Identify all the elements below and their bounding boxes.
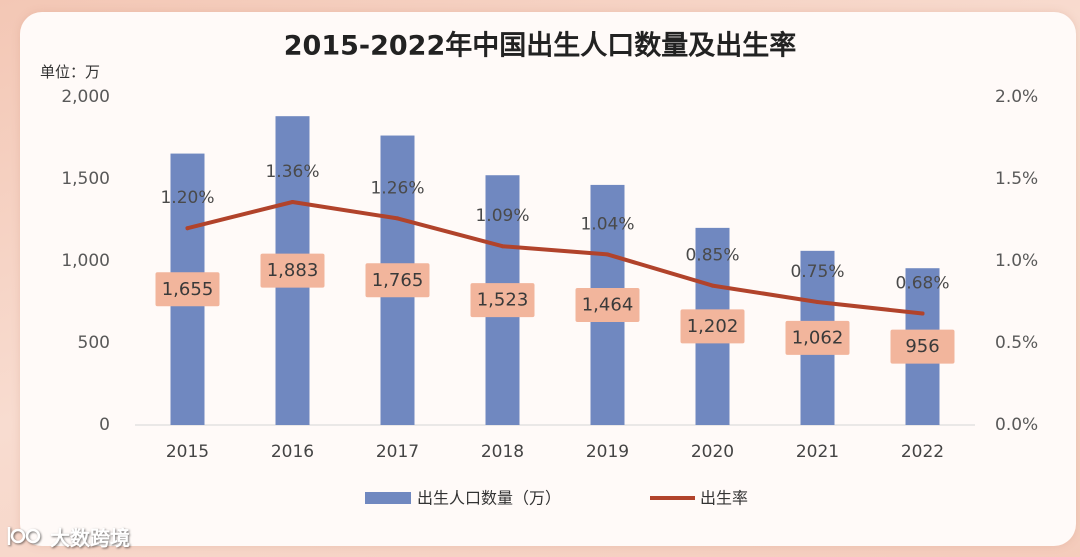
legend-item-births: 出生人口数量（万） — [365, 489, 561, 508]
right-axis-ticks: 0.0% 0.5% 1.0% 1.5% 2.0% — [995, 87, 1038, 435]
bar-label-box — [575, 287, 640, 322]
birth-rate-points — [185, 199, 925, 316]
x-label-2022: 2022 — [901, 442, 944, 462]
rate-point-2019 — [605, 252, 610, 257]
left-tick-label: 1,000 — [61, 251, 110, 271]
legend-bar-swatch — [365, 492, 411, 504]
legend-label-births: 出生人口数量（万） — [417, 489, 561, 508]
bar-label-box — [680, 309, 745, 344]
bar-label-2022: 956 — [890, 329, 955, 364]
right-tick-label: 1.5% — [995, 169, 1038, 189]
rate-label-2019: 1.04% — [580, 214, 634, 234]
watermark-text: 大数跨境 — [50, 526, 130, 550]
bar-label-2018: 1,523 — [470, 283, 535, 318]
bar-label-2016: 1,883 — [260, 253, 325, 288]
rate-point-2015 — [185, 226, 190, 231]
left-tick-label: 2,000 — [61, 87, 110, 107]
rate-point-2018 — [500, 244, 505, 249]
bar-label-box — [260, 253, 325, 288]
left-tick-label: 1,500 — [61, 169, 110, 189]
bar-value-label: 956 — [905, 336, 939, 357]
left-tick-label: 500 — [78, 333, 110, 353]
rate-label-2020: 0.85% — [685, 246, 739, 266]
bar-value-labels: 1,655 1,883 1,765 1,523 1,464 1,202 1,062 956 — [155, 253, 955, 364]
bar-label-2015: 1,655 — [155, 272, 220, 307]
rate-label-2015: 1.20% — [160, 188, 214, 208]
x-label-2019: 2019 — [586, 442, 629, 462]
x-axis-labels: 2015 2016 2017 2018 2019 2020 2021 2022 — [166, 442, 944, 462]
bar-label-box — [365, 263, 430, 298]
birth-rate-series — [185, 200, 925, 316]
watermark-logo-icon — [7, 527, 41, 545]
bar-label-box — [155, 272, 220, 307]
right-tick-label: 1.0% — [995, 251, 1038, 271]
rate-point-2021 — [815, 300, 820, 304]
bar-value-label: 1,765 — [372, 270, 424, 291]
bar-label-2019: 1,464 — [575, 287, 640, 322]
bar-label-2020: 1,202 — [680, 309, 745, 344]
x-label-2016: 2016 — [271, 442, 314, 462]
rate-label-2021: 0.75% — [790, 262, 844, 282]
bar-label-box — [470, 283, 535, 318]
bar-value-label: 1,655 — [162, 279, 214, 300]
bar-value-label: 1,464 — [582, 294, 634, 315]
x-label-2015: 2015 — [166, 442, 209, 462]
rate-label-2018: 1.09% — [475, 206, 529, 226]
bar-value-label: 1,523 — [477, 290, 529, 311]
rate-point-2017 — [395, 216, 400, 221]
bar-label-box — [890, 329, 955, 364]
left-tick-label: 0 — [99, 415, 110, 435]
rate-label-2017: 1.26% — [370, 178, 424, 198]
legend-label-rate: 出生率 — [700, 489, 748, 508]
legend: 出生人口数量（万） 出生率 — [365, 489, 748, 508]
rate-label-2016: 1.36% — [265, 162, 319, 182]
bar-value-label: 1,202 — [687, 316, 739, 337]
birth-rate-line — [185, 200, 925, 316]
birth-rate-labels: 1.20% 1.36% 1.26% 1.09% 1.04% 0.85% 0.75% 0.68% — [160, 162, 949, 294]
rate-point-2020 — [710, 283, 715, 288]
bar-value-label: 1,062 — [792, 327, 844, 348]
rate-label-2022: 0.68% — [895, 273, 949, 293]
x-label-2020: 2020 — [691, 442, 734, 462]
watermark: 大数跨境 — [7, 526, 130, 550]
left-axis-unit-label: 单位：万 — [40, 63, 100, 81]
bar-value-label: 1,883 — [267, 260, 319, 281]
rate-point-2022 — [920, 311, 925, 316]
x-label-2017: 2017 — [376, 442, 419, 462]
legend-item-rate: 出生率 — [650, 489, 748, 508]
x-label-2021: 2021 — [796, 442, 839, 462]
right-tick-label: 2.0% — [995, 87, 1038, 107]
rate-point-2016 — [290, 199, 295, 204]
chart-title: 2015-2022年中国出生人口数量及出生率 — [284, 30, 797, 62]
bar-label-box — [785, 320, 850, 355]
right-tick-label: 0.5% — [995, 333, 1038, 353]
bar-label-2017: 1,765 — [365, 263, 430, 298]
right-tick-label: 0.0% — [995, 415, 1038, 435]
bar-label-2021: 1,062 — [785, 320, 850, 355]
x-label-2018: 2018 — [481, 442, 524, 462]
left-axis-ticks: 0 500 1,000 1,500 2,000 — [61, 87, 110, 435]
